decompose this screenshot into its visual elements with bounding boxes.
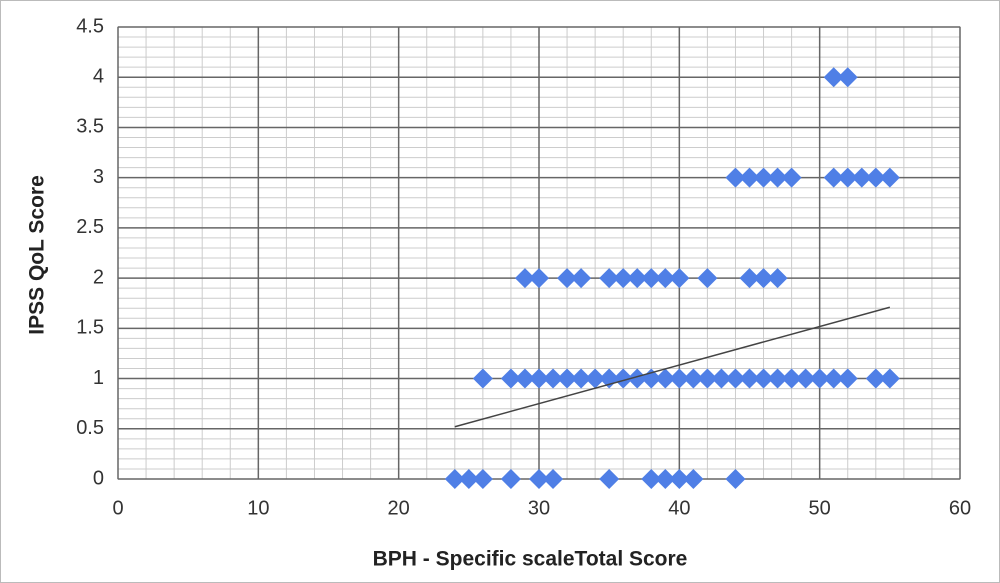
data-point bbox=[472, 368, 493, 389]
data-point bbox=[837, 167, 858, 188]
x-tick-label: 30 bbox=[528, 497, 550, 519]
y-tick-label: 1 bbox=[93, 367, 104, 389]
data-point bbox=[767, 368, 788, 389]
data-point bbox=[543, 469, 564, 489]
data-point bbox=[711, 368, 732, 389]
data-point bbox=[879, 368, 900, 389]
data-point bbox=[514, 368, 535, 389]
data-point bbox=[500, 469, 521, 489]
data-point bbox=[823, 167, 844, 188]
data-point bbox=[753, 368, 774, 389]
data-point bbox=[444, 469, 465, 489]
x-tick-label: 60 bbox=[949, 497, 971, 519]
data-point bbox=[697, 268, 718, 289]
y-tick-label: 0.5 bbox=[76, 417, 104, 439]
y-tick-label: 0 bbox=[93, 467, 104, 489]
data-point bbox=[500, 368, 521, 389]
data-point bbox=[669, 368, 690, 389]
data-point bbox=[739, 268, 760, 289]
x-tick-label: 40 bbox=[668, 497, 690, 519]
y-tick-label: 2 bbox=[93, 266, 104, 288]
data-point bbox=[585, 368, 606, 389]
data-point bbox=[739, 368, 760, 389]
data-point bbox=[613, 268, 634, 289]
data-point bbox=[529, 368, 549, 389]
data-point bbox=[725, 368, 746, 389]
trendline bbox=[454, 306, 891, 428]
data-point bbox=[837, 368, 858, 389]
data-point bbox=[823, 368, 844, 389]
data-point bbox=[697, 368, 718, 389]
y-tick-label: 1.5 bbox=[76, 317, 104, 339]
data-point bbox=[599, 268, 620, 289]
data-point bbox=[823, 67, 844, 88]
data-point bbox=[641, 268, 662, 289]
data-point bbox=[557, 368, 578, 389]
data-point bbox=[613, 368, 634, 389]
data-point bbox=[865, 167, 886, 188]
data-point bbox=[851, 167, 872, 188]
y-tick-label: 4 bbox=[93, 66, 104, 88]
data-point bbox=[655, 469, 676, 489]
data-point bbox=[795, 368, 816, 389]
data-point bbox=[557, 268, 578, 289]
data-point bbox=[865, 368, 886, 389]
data-point bbox=[472, 469, 493, 489]
x-axis-title: BPH - Specific scaleTotal Score bbox=[373, 548, 688, 571]
x-tick-label: 10 bbox=[247, 497, 269, 519]
data-point bbox=[655, 268, 676, 289]
data-point bbox=[669, 469, 690, 489]
y-tick-label: 3 bbox=[93, 166, 104, 188]
data-point bbox=[543, 368, 564, 389]
y-tick-label: 4.5 bbox=[76, 15, 104, 37]
data-point bbox=[627, 268, 648, 289]
data-point bbox=[781, 368, 802, 389]
data-point bbox=[683, 469, 704, 489]
y-axis-title: IPSS QoL Score bbox=[26, 175, 49, 335]
y-tick-label: 3.5 bbox=[76, 116, 104, 138]
data-point bbox=[458, 469, 479, 489]
data-point bbox=[837, 67, 858, 88]
data-point bbox=[809, 368, 830, 389]
x-tick-label: 50 bbox=[809, 497, 831, 519]
data-point bbox=[725, 167, 746, 188]
data-point bbox=[879, 167, 900, 188]
data-point bbox=[627, 368, 648, 389]
data-point bbox=[753, 268, 774, 289]
data-point bbox=[781, 167, 802, 188]
data-point bbox=[571, 368, 592, 389]
x-tick-label: 0 bbox=[112, 497, 123, 519]
data-point bbox=[655, 368, 676, 389]
data-point bbox=[767, 268, 788, 289]
data-point bbox=[767, 167, 788, 188]
data-point bbox=[641, 469, 662, 489]
data-point bbox=[529, 469, 549, 489]
data-point bbox=[514, 268, 535, 289]
data-point bbox=[683, 368, 704, 389]
data-point bbox=[571, 268, 592, 289]
data-point bbox=[739, 167, 760, 188]
data-point bbox=[725, 469, 746, 489]
y-tick-label: 2.5 bbox=[76, 216, 104, 238]
x-tick-label: 20 bbox=[388, 497, 410, 519]
data-point bbox=[669, 268, 690, 289]
data-point bbox=[753, 167, 774, 188]
data-point bbox=[599, 469, 620, 489]
data-point bbox=[529, 268, 549, 289]
